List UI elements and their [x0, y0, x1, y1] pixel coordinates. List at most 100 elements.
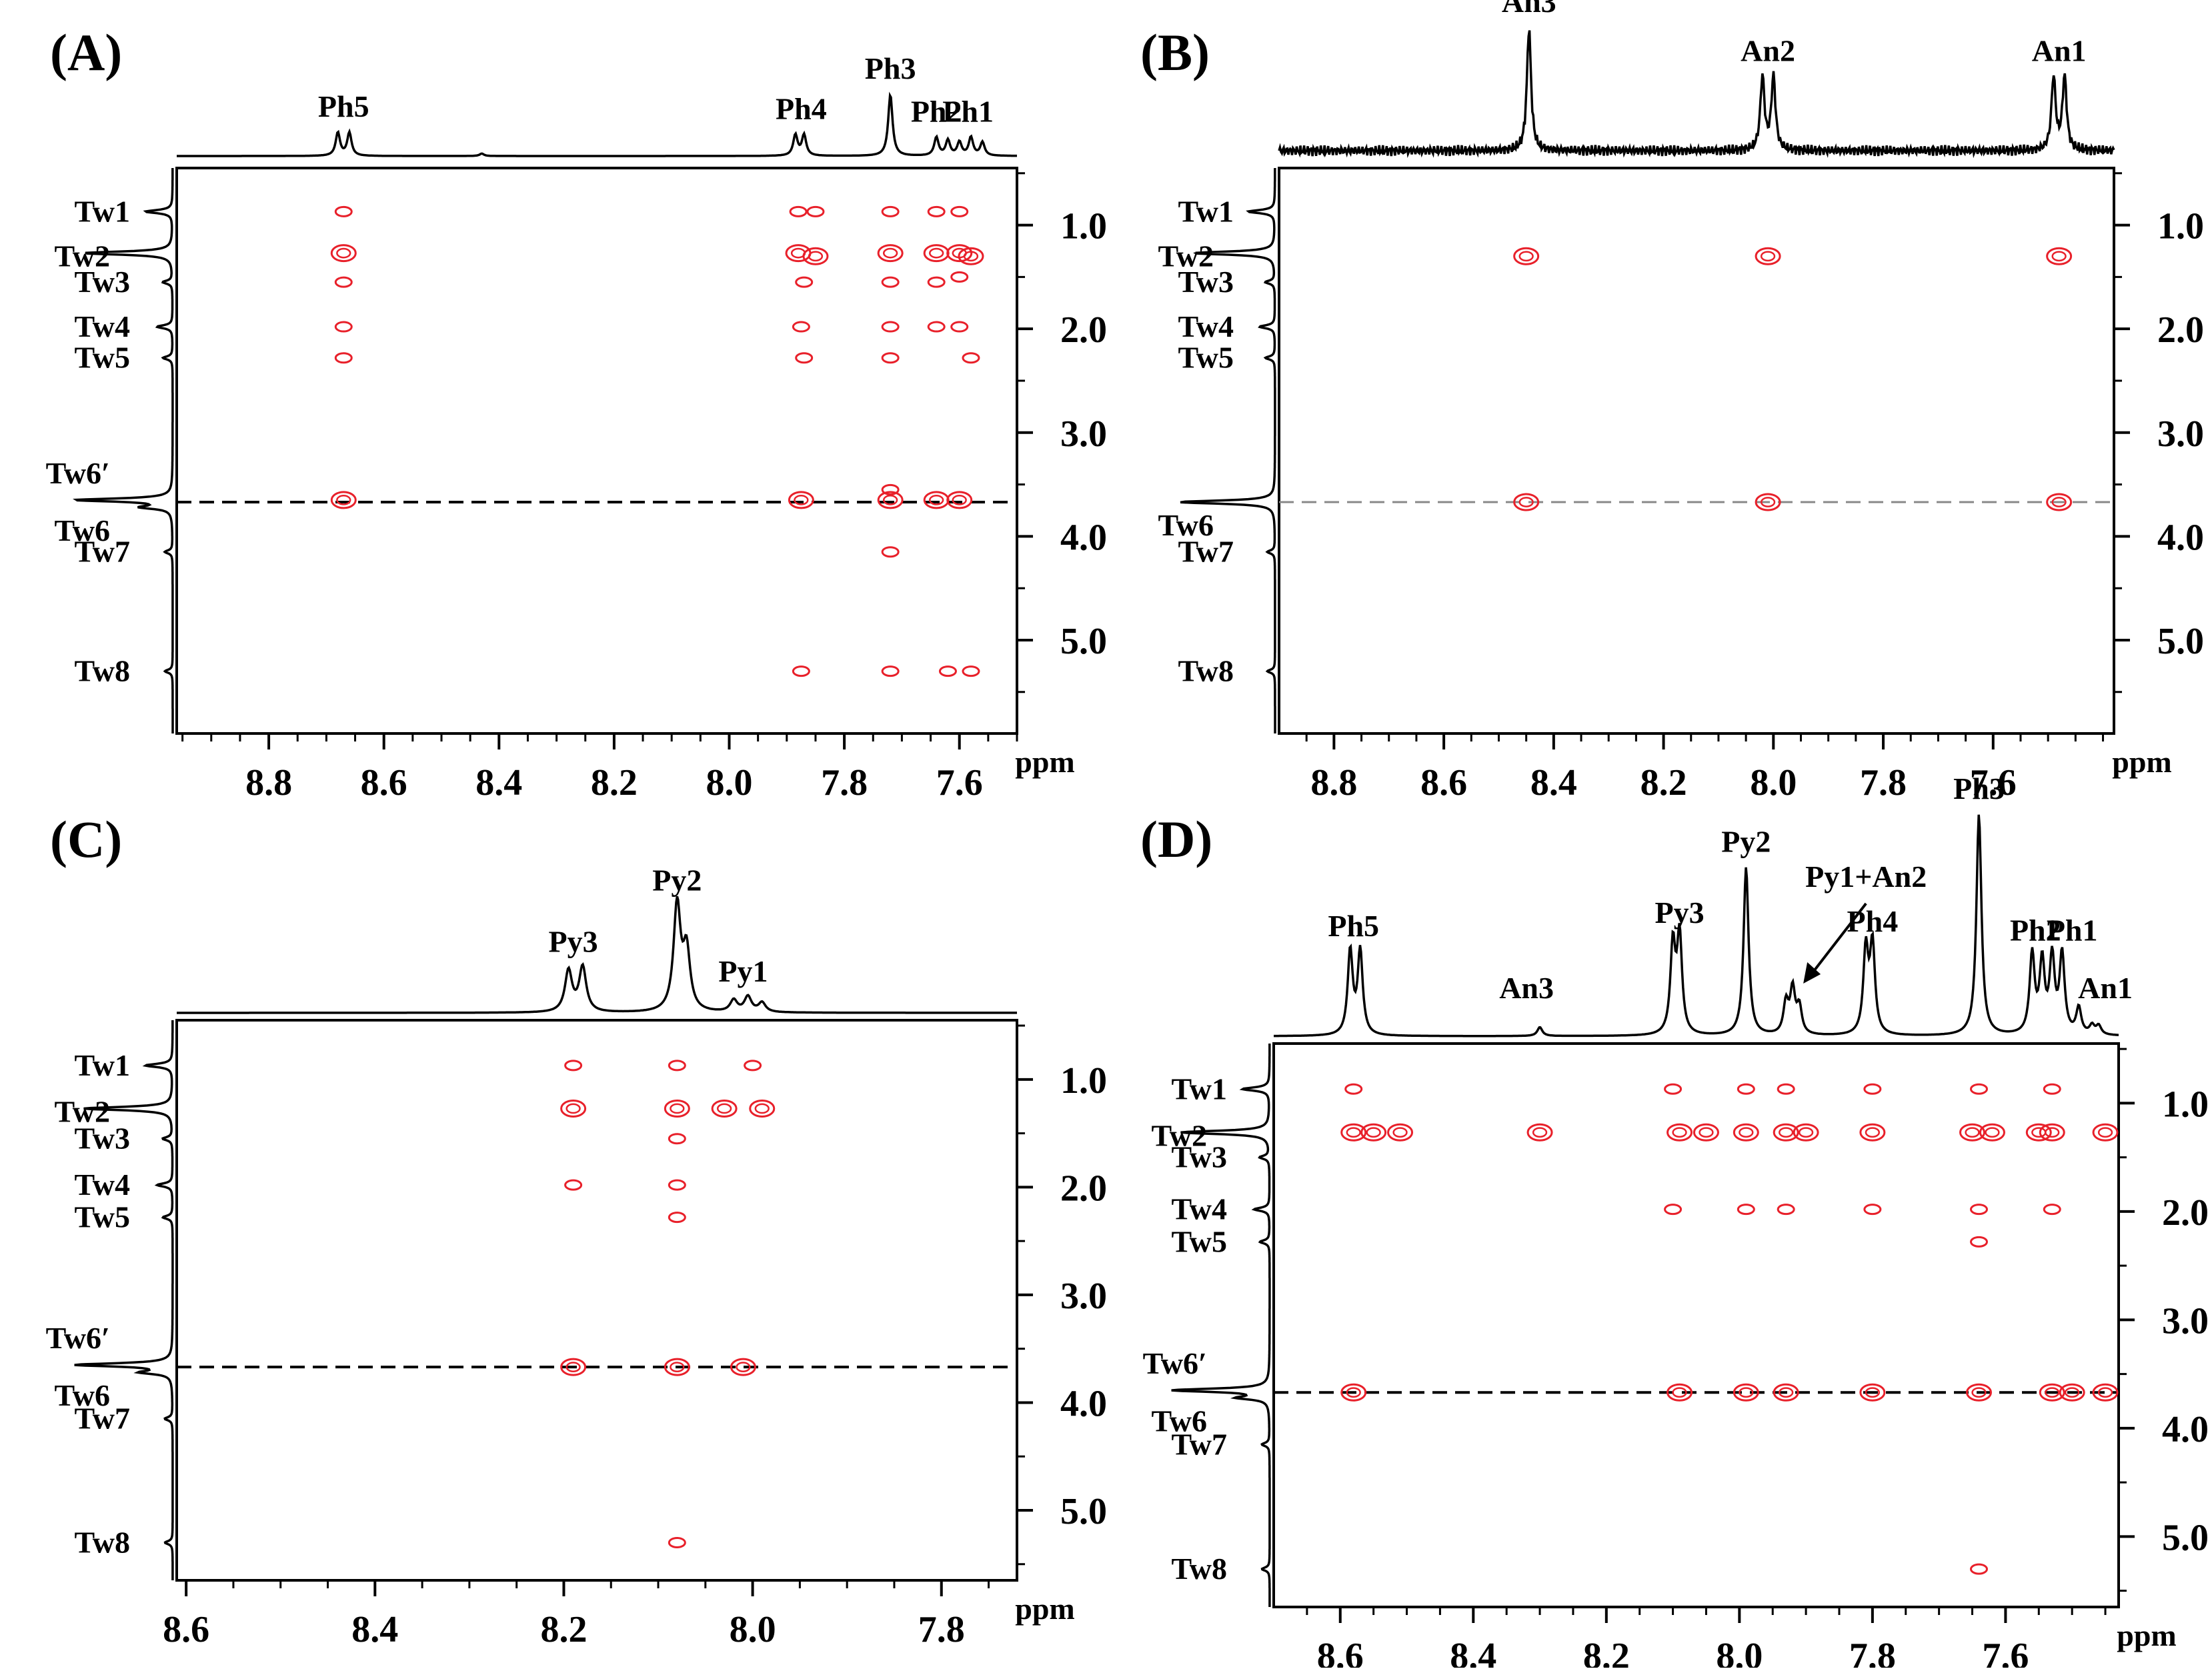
x-tick-label: 7.8 — [1860, 762, 1907, 803]
side-spectrum-trace — [74, 1020, 174, 1580]
cross-peak — [806, 205, 825, 217]
contour-inner — [336, 495, 351, 505]
contour-outer — [1667, 1123, 1693, 1142]
x-tick-label: 8.4 — [1450, 1636, 1496, 1668]
contour-inner — [2065, 1387, 2080, 1398]
side-peak-label: Tw2 — [55, 239, 111, 273]
contour-outer — [2043, 1204, 2061, 1216]
cross-peak — [334, 276, 353, 288]
panel-label: (B) — [1140, 23, 1210, 81]
top-spectrum-trace — [1278, 30, 2115, 159]
cross-peak — [664, 1099, 690, 1118]
side-peak-label: Tw3 — [75, 265, 131, 299]
contour-outer — [1693, 1123, 1719, 1142]
contour-outer — [881, 321, 900, 333]
cross-peak — [923, 244, 950, 263]
contour-outer — [2039, 1123, 2065, 1142]
cross-peak — [789, 205, 808, 217]
y-tick-label: 5.0 — [1060, 621, 1107, 662]
contour-outer — [946, 491, 973, 509]
contour-outer — [2092, 1383, 2119, 1402]
x-unit-label: ppm — [2117, 1618, 2176, 1652]
side-peak-label: Tw6 — [1158, 508, 1214, 542]
cross-peak — [877, 491, 904, 509]
side-peak-label: Tw8 — [75, 654, 131, 688]
contour-outer — [927, 321, 946, 333]
contour-outer — [664, 1358, 690, 1376]
side-peak-label: Tw5 — [1172, 1224, 1228, 1258]
x-tick-label: 8.8 — [1310, 762, 1357, 803]
y-tick-label: 5.0 — [1060, 1491, 1107, 1532]
contour-outer — [1777, 1083, 1795, 1095]
y-tick-label: 1.0 — [2162, 1084, 2209, 1125]
contour-inner — [1779, 1387, 1794, 1398]
annotation-arrow — [1806, 902, 1867, 981]
side-peak-label: Tw7 — [75, 535, 131, 569]
top-spectrum-trace — [177, 91, 1017, 157]
side-peak-label: Tw8 — [75, 1525, 131, 1559]
cross-peak — [881, 276, 900, 288]
y-tick-label: 2.0 — [2162, 1192, 2209, 1234]
contour-outer — [927, 276, 946, 288]
cross-peak — [1965, 1383, 1992, 1402]
top-peak-label: Ph2 — [2010, 913, 2061, 947]
contour-inner — [1366, 1127, 1381, 1138]
contour-outer — [1513, 493, 1540, 511]
cross-peak — [330, 491, 357, 509]
panel-b: (B) 8.8 8.6 8.4 8.2 8.0 7.8 7.6 ppm 1.0 2.0 3.0 4.0 5… — [1140, 0, 2204, 803]
contour-outer — [946, 244, 973, 263]
side-peak-label: Tw2 — [1152, 1118, 1208, 1152]
side-peak-label: Tw6′ — [46, 456, 110, 490]
cross-peak — [881, 546, 900, 558]
cross-peak — [560, 1099, 587, 1118]
contour-outer — [1737, 1083, 1755, 1095]
contour-outer — [330, 491, 357, 509]
contour-outer — [881, 665, 900, 677]
x-tick-label: 8.2 — [540, 1609, 587, 1650]
top-peak-label: An2 — [1741, 34, 1795, 68]
top-peak-label: Ph5 — [318, 89, 369, 123]
contour-outer — [668, 1536, 686, 1548]
contour-outer — [711, 1099, 738, 1118]
side-peak-label: Tw7 — [1178, 535, 1234, 569]
contour-outer — [1863, 1083, 1882, 1095]
side-peak-label: Tw1 — [1178, 194, 1234, 228]
plot-frame — [175, 1019, 1018, 1582]
contour-inner — [1346, 1387, 1361, 1398]
contour-outer — [1777, 1204, 1795, 1216]
x-tick-label: 8.4 — [1530, 762, 1577, 803]
contour-outer — [334, 352, 353, 364]
cross-peak — [962, 665, 980, 677]
cross-peak — [1755, 247, 1781, 265]
contour-outer — [1959, 1123, 1986, 1142]
x-tick-label: 7.8 — [918, 1609, 965, 1650]
contour-outer — [938, 665, 957, 677]
contour-outer — [950, 205, 969, 217]
contour-inner — [1699, 1127, 1714, 1138]
contour-inner — [929, 495, 944, 505]
cross-peak — [1777, 1204, 1795, 1216]
panel-a: (A) 8.8 8.6 8.4 8.2 8.0 7.8 7.6 ppm 1.0 2.0 3.0 4.0 5… — [46, 23, 1107, 803]
cross-peak — [1737, 1083, 1755, 1095]
side-peak-label: Tw3 — [1172, 1140, 1228, 1174]
side-spectrum-trace — [1171, 1044, 1271, 1607]
cross-peak — [1513, 247, 1540, 265]
x-tick-label: 8.0 — [1750, 762, 1797, 803]
top-peak-label: Ph1 — [2047, 913, 2098, 947]
plot-frame — [1278, 167, 2115, 735]
y-tick-label: 3.0 — [1060, 1276, 1107, 1317]
contour-outer — [1969, 1563, 1988, 1575]
contour-outer — [881, 276, 900, 288]
cross-peak — [923, 491, 950, 509]
contour-inner — [1760, 251, 1776, 262]
contour-outer — [2025, 1123, 2052, 1142]
cross-peak — [2092, 1123, 2119, 1142]
top-peak-label: Py1 — [718, 954, 768, 988]
top-peak-label: Py3 — [549, 925, 598, 959]
contour-inner — [1865, 1387, 1881, 1398]
top-peak-label: Ph1 — [942, 94, 994, 128]
contour-inner — [1965, 1127, 1980, 1138]
x-tick-label: 7.8 — [1849, 1636, 1896, 1668]
x-tick-label: 8.0 — [730, 1609, 776, 1650]
